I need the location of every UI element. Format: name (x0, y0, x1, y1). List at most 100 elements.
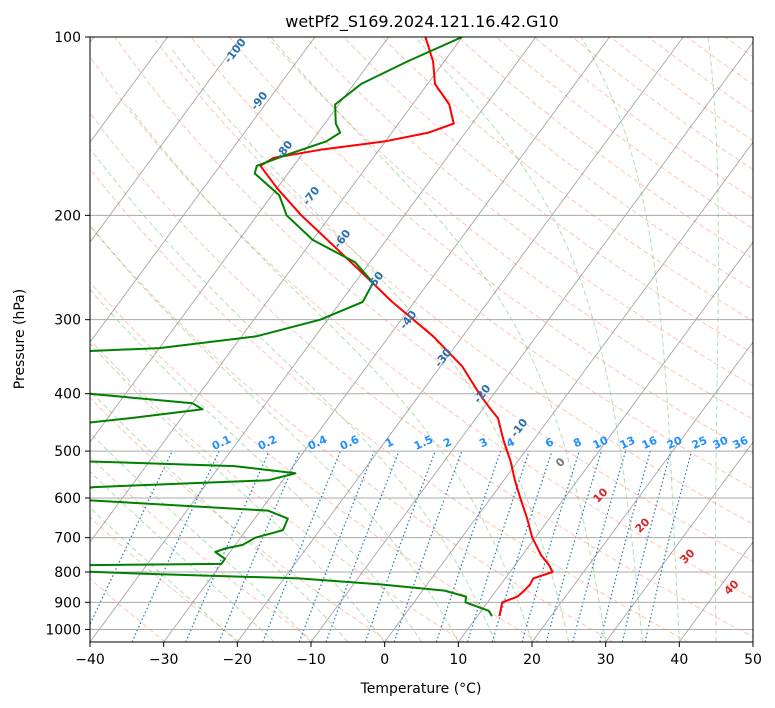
mixing-ratio-line (218, 450, 301, 642)
moist-adiabat-line (270, 37, 607, 642)
moist-adiabat-line (414, 37, 643, 642)
dewpoint-profile (90, 37, 493, 617)
mixing-ratio-label: 0.4 (306, 433, 329, 453)
mixing-ratio-line (491, 450, 553, 642)
dry-adiabat-line (266, 37, 753, 420)
mixing-ratio-line (262, 450, 342, 642)
moist-adiabat-label: 30 (678, 546, 698, 566)
mixing-ratio-label: 13 (618, 434, 637, 452)
dry-adiabat-line (724, 37, 753, 58)
isotherm-line (90, 37, 316, 343)
mixing-ratio-line (545, 450, 602, 642)
y-tick-label: 1000 (45, 622, 81, 638)
isotherm-line (752, 641, 753, 642)
isotherm-line (90, 37, 537, 642)
temperature-profile (259, 37, 554, 617)
mixing-ratio-label: 3 (477, 435, 489, 450)
mixing-ratio-line (325, 450, 400, 642)
y-tick-label: 800 (54, 565, 81, 581)
mixing-ratio-label: 20 (665, 434, 685, 452)
mixing-ratio-label: 30 (711, 434, 731, 452)
x-tick-label: −30 (149, 652, 179, 668)
x-tick-label: 30 (597, 652, 615, 668)
isotherm-line (163, 37, 610, 642)
mixing-ratio-line (90, 450, 173, 626)
dry-adiabat-label: -90 (248, 89, 271, 113)
moist-adiabat-line (90, 224, 459, 642)
profiles (90, 37, 554, 617)
y-tick-label: 500 (54, 444, 81, 460)
dry-adiabat-line (763, 37, 775, 642)
x-tick-label: 0 (380, 652, 389, 668)
isotherm-line (236, 37, 684, 642)
x-axis-title: Temperature (°C) (360, 681, 482, 697)
mixing-ratio-line (393, 450, 463, 642)
mixing-ratio-label: 0.6 (338, 433, 361, 453)
dry-adiabat-label: -40 (397, 308, 420, 332)
moist-adiabat-line (90, 149, 496, 642)
y-tick-label: 700 (54, 531, 81, 547)
isotherm-line (90, 37, 168, 143)
x-tick-label: −40 (75, 652, 105, 668)
mixing-ratio-label: 36 (731, 434, 751, 452)
moist-adiabat-line (90, 506, 238, 642)
dry-adiabat-line (90, 397, 390, 642)
mixing-ratio-line (435, 450, 502, 642)
dry-adiabat-label: -70 (300, 184, 323, 208)
y-tick-label: 300 (54, 313, 81, 329)
chart-title: wetPf2_S169.2024.121.16.42.G10 (285, 12, 559, 32)
isotherm-line (90, 37, 242, 243)
plot-frame (89, 36, 754, 643)
dry-adiabat-line (90, 339, 465, 642)
mixing-ratio-line (298, 450, 375, 642)
mixing-ratio-label: 16 (640, 434, 660, 452)
mixing-ratio-line (644, 450, 693, 642)
mixing-ratio-label: 2 (441, 435, 453, 450)
moist-adiabat-line (90, 470, 275, 642)
y-tick-label: 600 (54, 491, 81, 507)
background-lines (90, 37, 775, 642)
dry-adiabat-line (90, 281, 540, 642)
mixing-ratio-line (521, 450, 580, 642)
isotherm-line (90, 37, 389, 443)
dry-adiabat-line (90, 55, 753, 599)
dry-adiabat-line (190, 37, 753, 490)
mixing-ratio-line (466, 450, 530, 642)
x-tick-label: −20 (223, 652, 253, 668)
dry-adiabat-label: -30 (432, 346, 455, 370)
mixing-ratio-line (364, 450, 436, 642)
moist-adiabat-line (171, 49, 570, 642)
moist-adiabat-label: 20 (633, 515, 653, 535)
mixing-ratio-label: 1 (383, 435, 395, 450)
dry-adiabat-line (571, 37, 753, 171)
moist-adiabat-line (90, 288, 422, 642)
dry-adiabat-line (90, 577, 166, 642)
y-tick-label: 200 (54, 208, 81, 224)
mixing-ratio-label: 1.5 (412, 433, 435, 453)
mixing-ratio-label: 0.1 (210, 433, 233, 453)
mixing-ratio-label: 0.2 (256, 433, 279, 453)
isotherm-line (531, 341, 753, 642)
moist-adiabat-line (90, 431, 312, 642)
mixing-ratio-label: 8 (571, 435, 583, 450)
dry-adiabat-line (343, 37, 753, 354)
axes: −40 −30 −20 −10 0 10 20 30 40 5010020030040050060… (45, 30, 762, 668)
isotherm-line (678, 541, 753, 642)
dry-adiabat-line (228, 37, 753, 455)
x-tick-label: 40 (670, 652, 688, 668)
dry-adiabat-label: -100 (222, 36, 249, 66)
mixing-ratio-line (572, 450, 627, 642)
x-tick-label: 50 (744, 652, 762, 668)
dry-adiabat-line (419, 37, 753, 291)
x-tick-label: 10 (449, 652, 467, 668)
dry-adiabat-line (90, 516, 241, 642)
isotherm-line (384, 141, 753, 642)
moist-adiabat-line (580, 37, 680, 642)
mixing-ratio-label: 25 (690, 434, 709, 452)
moist-adiabat-label: 10 (591, 485, 611, 505)
moist-adiabat-label: 0 (553, 455, 568, 470)
dry-adiabat-line (152, 37, 753, 525)
mixing-ratio-line (599, 450, 651, 642)
isotherm-line (605, 441, 753, 642)
